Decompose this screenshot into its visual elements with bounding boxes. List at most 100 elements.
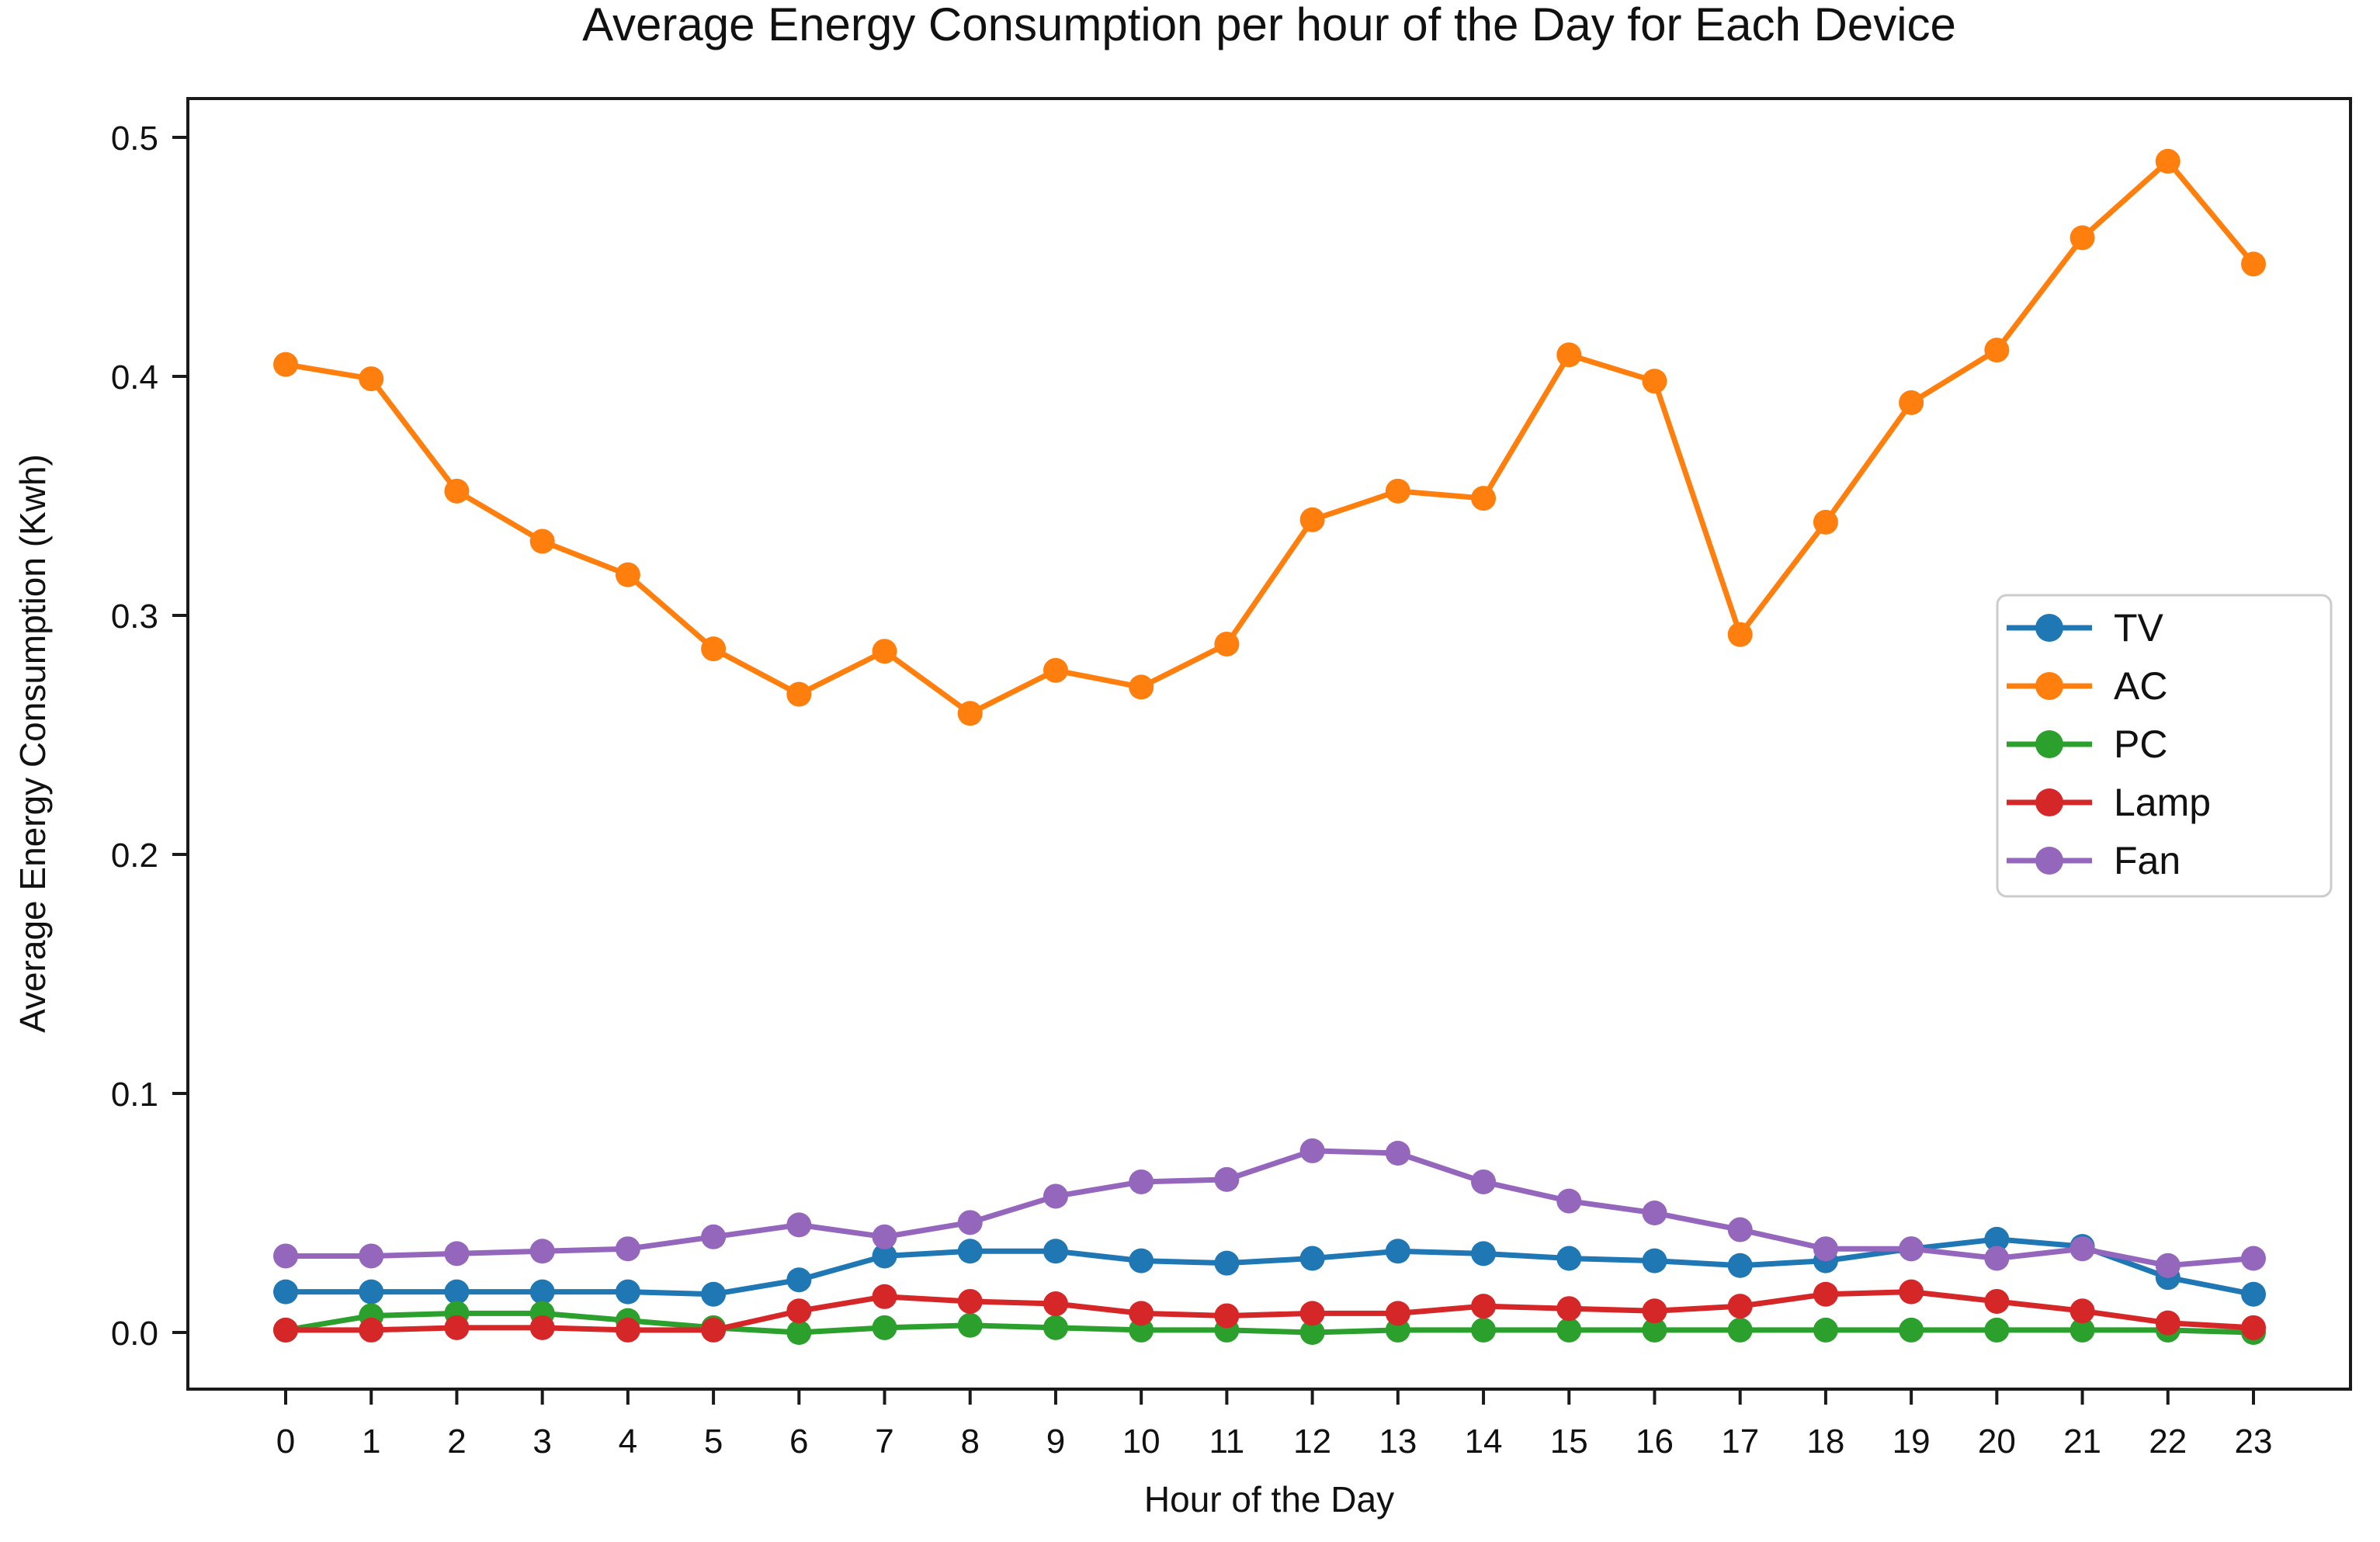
legend-box (1996, 594, 2333, 898)
data-point-TV-h15 (1556, 1246, 1582, 1271)
x-tick-label: 17 (1721, 1422, 1759, 1461)
data-point-Lamp-h22 (2155, 1310, 2181, 1336)
data-point-Fan-h2 (444, 1241, 470, 1267)
data-point-Lamp-h19 (1899, 1279, 1924, 1305)
data-point-Lamp-h4 (615, 1317, 640, 1343)
data-point-PC-h20 (1984, 1317, 2010, 1343)
legend-item-TV: TV (2007, 606, 2164, 650)
data-point-AC-h0 (273, 352, 298, 377)
data-point-Fan-h13 (1385, 1141, 1410, 1166)
data-point-AC-h17 (1727, 622, 1753, 647)
data-point-PC-h14 (1471, 1317, 1497, 1343)
data-point-AC-h7 (872, 639, 897, 664)
data-point-PC-h19 (1899, 1317, 1924, 1343)
legend-item-PC: PC (2007, 722, 2167, 766)
legend: TV AC PC Lamp Fan (1996, 594, 2333, 898)
data-point-Lamp-h2 (444, 1315, 470, 1340)
data-point-Fan-h18 (1813, 1236, 1838, 1262)
data-point-Lamp-h18 (1813, 1281, 1838, 1307)
x-tick-label: 8 (960, 1422, 979, 1461)
data-point-TV-h1 (359, 1279, 384, 1305)
data-point-Fan-h21 (2069, 1236, 2095, 1262)
legend-label-TV: TV (2114, 606, 2164, 650)
series-AC (273, 148, 2266, 726)
plot-area-frame (186, 97, 2352, 1391)
data-point-Lamp-h8 (957, 1288, 983, 1314)
legend-label-Lamp: Lamp (2114, 781, 2211, 824)
data-point-AC-h11 (1214, 631, 1240, 657)
x-tick-label: 15 (1550, 1422, 1588, 1461)
x-tick-label: 10 (1122, 1422, 1161, 1461)
data-point-PC-h17 (1727, 1317, 1753, 1343)
data-point-TV-h23 (2241, 1281, 2266, 1307)
y-tick-label: 0.4 (111, 359, 158, 397)
x-tick-label: 23 (2235, 1422, 2273, 1461)
x-tick-label: 22 (2149, 1422, 2187, 1461)
x-tick-label: 20 (1978, 1422, 2016, 1461)
data-point-Lamp-h7 (872, 1284, 897, 1309)
data-point-Fan-h0 (273, 1243, 298, 1269)
data-point-TV-h7 (872, 1243, 897, 1269)
data-point-TV-h13 (1385, 1239, 1410, 1264)
data-point-AC-h3 (529, 528, 555, 554)
data-point-PC-h21 (2069, 1317, 2095, 1343)
series-line-AC (283, 158, 2257, 716)
data-point-AC-h9 (1043, 657, 1068, 683)
y-axis-label: Average Energy Consumption (Kwh) (12, 454, 53, 1033)
data-point-Lamp-h3 (529, 1315, 555, 1340)
series-Fan (273, 1138, 2266, 1278)
data-point-AC-h16 (1642, 369, 1667, 394)
data-point-TV-h16 (1642, 1248, 1667, 1273)
x-tick-label: 4 (619, 1422, 637, 1461)
legend-marker-Fan (2035, 847, 2063, 875)
legend-item-Fan: Fan (2007, 839, 2181, 882)
data-point-TV-h9 (1043, 1239, 1068, 1264)
legend-label-Fan: Fan (2114, 839, 2181, 882)
x-tick-label: 19 (1893, 1422, 1931, 1461)
legend-marker-AC (2035, 672, 2063, 700)
x-tick-label: 2 (447, 1422, 466, 1461)
data-point-Fan-h19 (1899, 1236, 1924, 1262)
y-tick-label: 0.3 (111, 598, 158, 636)
data-point-Fan-h20 (1984, 1246, 2010, 1271)
legend-marker-PC (2035, 730, 2063, 758)
data-point-Fan-h4 (615, 1236, 640, 1262)
data-point-TV-h3 (529, 1279, 555, 1305)
data-point-PC-h15 (1556, 1317, 1582, 1343)
x-tick-label: 18 (1806, 1422, 1844, 1461)
x-tick-label: 7 (875, 1422, 893, 1461)
data-point-PC-h18 (1813, 1317, 1838, 1343)
data-point-TV-h11 (1214, 1250, 1240, 1276)
series-line-TV (283, 1236, 2257, 1298)
x-tick-label: 16 (1636, 1422, 1674, 1461)
series-line-Fan (283, 1148, 2257, 1269)
data-point-Lamp-h20 (1984, 1288, 2010, 1314)
data-point-Lamp-h13 (1385, 1301, 1410, 1326)
data-point-AC-h15 (1556, 342, 1582, 368)
data-point-Fan-h11 (1214, 1166, 1240, 1192)
data-point-TV-h8 (957, 1239, 983, 1264)
y-tick-label: 0.5 (111, 120, 158, 158)
data-point-AC-h1 (359, 366, 384, 392)
data-point-Lamp-h9 (1043, 1291, 1068, 1317)
legend-marker-TV (2035, 614, 2063, 642)
data-point-AC-h18 (1813, 509, 1838, 535)
data-point-Fan-h12 (1299, 1138, 1325, 1163)
data-point-PC-h6 (786, 1320, 812, 1345)
legend-item-Lamp: Lamp (2007, 781, 2211, 824)
data-point-AC-h21 (2069, 225, 2095, 251)
x-tick-label: 9 (1046, 1422, 1065, 1461)
data-point-Fan-h15 (1556, 1188, 1582, 1214)
data-point-Fan-h14 (1471, 1169, 1497, 1194)
data-point-Lamp-h12 (1299, 1301, 1325, 1326)
data-point-Lamp-h0 (273, 1317, 298, 1343)
data-point-Lamp-h14 (1471, 1294, 1497, 1319)
x-tick-label: 13 (1379, 1422, 1417, 1461)
data-point-AC-h2 (444, 478, 470, 504)
data-point-PC-h16 (1642, 1317, 1667, 1343)
series-Lamp (273, 1279, 2266, 1343)
data-point-AC-h23 (2241, 251, 2266, 277)
data-point-AC-h10 (1129, 674, 1154, 700)
